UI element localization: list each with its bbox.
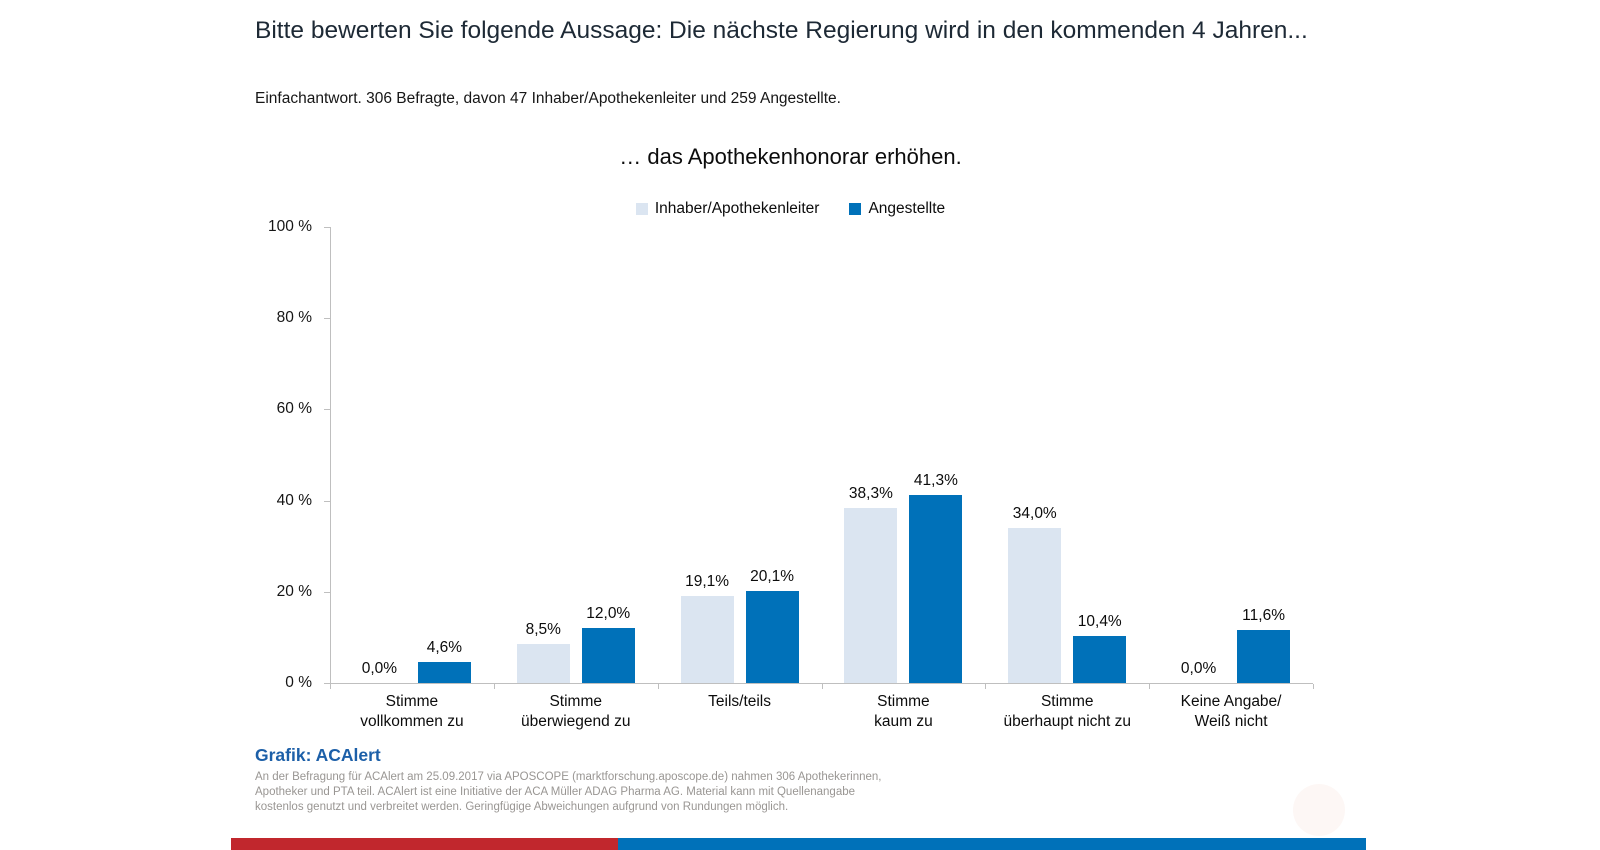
bar-value-label: 12,0% <box>586 605 631 622</box>
y-axis-tick <box>324 500 331 502</box>
category-label-line: Stimme <box>549 693 603 710</box>
category-label-line: Keine Angabe/ <box>1180 693 1282 710</box>
bar-angestellte <box>581 628 635 683</box>
category-label: Stimme vollkommen zu <box>330 692 494 732</box>
category-label-line: vollkommen zu <box>360 713 464 730</box>
category-label: Stimme kaum zu <box>822 692 986 732</box>
bar-value-label: 34,0% <box>1012 505 1057 522</box>
bar-inhaber <box>516 644 570 683</box>
bar-inhaber <box>1008 528 1062 683</box>
bar-value-label: 8,5% <box>525 621 561 638</box>
bar-inhaber <box>680 596 734 683</box>
legend-item: Inhaber/Apothekenleiter <box>635 200 820 218</box>
bar-value-label: 19,1% <box>685 573 730 590</box>
footer-stripe-red <box>231 838 618 850</box>
source-note: An der Befragung für ACAlert am 25.09.20… <box>255 770 975 814</box>
bar-angestellte <box>745 591 799 683</box>
x-axis-tick <box>821 684 823 689</box>
y-axis-tick <box>324 409 331 411</box>
category-label-line: kaum zu <box>874 713 933 730</box>
category-label-line: überhaupt nicht zu <box>1003 713 1132 730</box>
graphic-credit: Grafik: ACAlert <box>255 745 381 765</box>
bar-angestellte <box>1073 636 1127 683</box>
category-label: Stimme überhaupt nicht zu <box>985 692 1149 732</box>
y-axis-tick <box>324 591 331 593</box>
y-axis-label: 20 % <box>276 582 312 600</box>
x-axis-tick <box>1149 684 1151 689</box>
source-note-line: Apotheker und PTA teil. ACAlert ist eine… <box>255 785 856 798</box>
chart-title: … das Apothekenhonorar erhöhen. <box>619 144 962 169</box>
y-axis-tick <box>324 683 331 684</box>
bar-angestellte <box>909 495 963 683</box>
bar-value-label: 0,0% <box>361 660 398 677</box>
y-axis-label: 40 % <box>276 491 312 509</box>
source-note-line: kostenlos genutzt und verbreitet werden.… <box>255 800 789 813</box>
category-label: Teils/teils <box>658 692 822 712</box>
category-label-line: Stimme <box>1040 693 1094 710</box>
category-label: Keine Angabe/Weiß nicht <box>1149 692 1313 732</box>
category-label-line: Stimme <box>385 693 439 710</box>
y-axis-tick <box>324 318 331 320</box>
category-label-line: überwiegend zu <box>521 713 631 730</box>
bar-value-label: 10,4% <box>1077 613 1122 630</box>
category-label-line: Teils/teils <box>708 693 772 710</box>
x-axis-tick <box>657 684 659 689</box>
legend-swatch-icon <box>849 203 862 215</box>
bar-value-label: 4,6% <box>426 639 463 656</box>
category-label: Stimme überwiegend zu <box>494 692 658 732</box>
y-axis-label: 80 % <box>276 309 312 327</box>
bar-value-label: 0,0% <box>1180 660 1217 677</box>
legend-label: Inhaber/Apothekenleiter <box>654 200 820 217</box>
legend-swatch-icon <box>635 203 648 215</box>
survey-question-title: Bitte bewerten Sie folgende Aussage: Die… <box>255 17 1308 44</box>
decorative-circle <box>1293 784 1345 836</box>
bar-value-label: 38,3% <box>848 485 893 502</box>
x-axis-tick <box>330 684 331 689</box>
bar-value-label: 41,3% <box>913 472 958 489</box>
category-label-line: Stimme <box>877 693 930 710</box>
legend-item: Angestellte <box>849 200 945 218</box>
bar-angestellte <box>417 662 471 683</box>
x-axis-tick <box>985 684 987 689</box>
x-axis-line <box>330 683 1313 684</box>
y-axis-line <box>330 227 331 683</box>
survey-subtitle: Einfachantwort. 306 Befragte, davon 47 I… <box>255 90 841 107</box>
bar-value-label: 11,6% <box>1242 607 1285 624</box>
source-note-line: An der Befragung für ACAlert am 25.09.20… <box>255 771 882 783</box>
y-axis-label: 60 % <box>276 400 312 418</box>
chart-legend: Inhaber/Apothekenleiter Angestellte <box>268 200 1313 218</box>
x-axis-tick <box>1313 684 1314 689</box>
y-axis-tick <box>324 227 331 228</box>
legend-label: Angestellte <box>868 200 946 217</box>
bar-angestellte <box>1237 630 1291 683</box>
y-axis-label: 100 % <box>268 218 312 235</box>
x-axis-tick <box>493 684 495 689</box>
y-axis-label: 0 % <box>285 674 312 691</box>
chart-header: … das Apothekenhonorar erhöhen. <box>268 144 1313 170</box>
footer-stripe-blue <box>618 838 1366 850</box>
bar-value-label: 20,1% <box>750 568 795 585</box>
category-label-line: Weiß nicht <box>1194 713 1268 730</box>
bar-inhaber <box>844 508 898 683</box>
